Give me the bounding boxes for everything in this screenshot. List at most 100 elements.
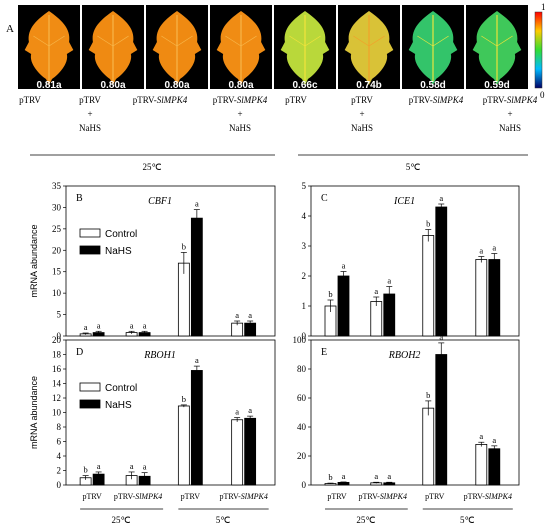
panel-a-letter: A [6, 23, 14, 35]
treatment-name: pTRV [79, 95, 101, 105]
leaf-vein [161, 35, 178, 47]
treatment-plus: + [237, 109, 242, 119]
significance-letter: a [195, 199, 199, 209]
y-tick-label: 5 [302, 181, 307, 191]
legend-swatch-nahs [79, 245, 101, 255]
significance-letter: b [328, 289, 332, 299]
leaf-vein [496, 35, 513, 47]
significance-letter: a [492, 435, 496, 445]
bar-control [177, 405, 190, 486]
bar-nahs [435, 206, 448, 337]
leaf-vein [304, 35, 321, 47]
bar-nahs [488, 259, 501, 337]
treatment-nahs: NaHS [351, 123, 373, 133]
legend-swatch-nahs [79, 399, 101, 409]
leaf-vein [481, 35, 498, 47]
x-category-label: pTRV [327, 492, 347, 501]
x-category-label: pTRV-SlMPK4 [359, 492, 407, 501]
significance-letter: a [130, 320, 134, 330]
temp-label: 5℃ [460, 515, 475, 525]
leaf-image-8: 0.59d [466, 5, 528, 91]
temp-label: 25℃ [112, 515, 131, 525]
leaf-image-3: 0.80a [146, 5, 208, 91]
treatment-name: pTRV-SlMPK4 [483, 95, 538, 105]
significance-letter: a [374, 286, 378, 296]
y-tick-label: 60 [297, 393, 307, 403]
leaf-vein [289, 35, 306, 47]
leaf-vein [176, 35, 193, 47]
panel-letter: B [76, 193, 83, 204]
bar-control [422, 235, 435, 337]
leaf-value-label: 0.81a [36, 80, 61, 91]
bar-control [177, 262, 190, 337]
legend: Control NaHS [79, 228, 137, 257]
panel-letter: D [76, 347, 83, 358]
plot-frame [310, 185, 520, 337]
y-tick-label: 40 [297, 422, 307, 432]
y-tick-label: 2 [302, 271, 307, 281]
treatment-name: pTRV-SlMPK4 [409, 95, 464, 105]
y-tick-label: 20 [297, 451, 307, 461]
significance-letter: a [387, 276, 391, 286]
y-tick-label: 0 [57, 480, 62, 490]
leaf-vein [417, 35, 434, 47]
bar-control [475, 259, 488, 337]
bar-control [422, 407, 435, 486]
legend-label-control: Control [105, 229, 137, 240]
gene-title: RBOH2 [388, 350, 421, 361]
leaf-vein [432, 35, 449, 47]
y-tick-label: 4 [57, 451, 62, 461]
significance-letter: a [195, 355, 199, 365]
treatment-label-6: pTRV + NaHS [351, 95, 373, 133]
bar-nahs [435, 354, 448, 486]
leaf-image-4: 0.80a [210, 5, 272, 91]
treatment-label-7: pTRV-SlMPK4 [409, 95, 464, 105]
leaf-value-label: 0.74b [356, 80, 382, 91]
leaf-vein [225, 35, 242, 47]
panel-a-leaf-images: A 0.81a 0.80a 0.80a 0.80a 0.66c 0.74b 0.58d 0.5… [6, 2, 546, 172]
significance-letter: a [387, 471, 391, 481]
leaf-vein [48, 35, 65, 47]
treatment-label-8: pTRV-SlMPK4 + NaHS [483, 95, 538, 133]
y-tick-label: 6 [57, 437, 62, 447]
significance-letter: a [235, 310, 239, 320]
treatment-label-2: pTRV + NaHS [79, 95, 101, 133]
treatment-label-4: pTRV-SlMPK4 + NaHS [213, 95, 268, 133]
treatment-nahs: NaHS [499, 123, 521, 133]
leaf-image-1: 0.81a [18, 5, 80, 91]
treatment-nahs: NaHS [79, 123, 101, 133]
x-category-label: pTRV-SlMPK4 [464, 492, 512, 501]
significance-letter: a [248, 310, 252, 320]
treatment-plus: + [359, 109, 364, 119]
plot-frame [310, 339, 520, 486]
leaf-image-5: 0.66c [274, 5, 336, 91]
y-tick-label: 18 [52, 350, 62, 360]
y-tick-label: 25 [52, 224, 62, 234]
significance-letter: b [426, 390, 430, 400]
bar-control [475, 443, 488, 486]
y-tick-label: 14 [52, 379, 62, 389]
significance-letter: a [342, 261, 346, 271]
treatment-label-1: pTRV [19, 95, 41, 105]
significance-letter: b [84, 465, 88, 475]
leaf-vein [368, 35, 385, 47]
significance-letter: a [479, 431, 483, 441]
y-tick-label: 20 [52, 245, 62, 255]
leaf-value-label: 0.80a [100, 80, 125, 91]
significance-letter: b [182, 241, 186, 251]
legend-label-control: Control [105, 383, 137, 394]
x-axis-labels-e: pTRV pTRV-SlMPK4 pTRV pTRV-SlMPK4 25℃ 5℃ [325, 492, 513, 525]
treatment-name: pTRV-SlMPK4 [213, 95, 268, 105]
leaf-image-7: 0.58d [402, 5, 464, 91]
temp-label-5: 5℃ [406, 162, 421, 172]
bar-nahs [488, 448, 501, 486]
significance-letter: a [248, 405, 252, 415]
y-tick-label: 3 [302, 241, 307, 251]
leaf-vein [353, 35, 370, 47]
significance-letter: a [97, 461, 101, 471]
leaf-value-label: 0.66c [292, 80, 317, 91]
bar-control [370, 301, 383, 337]
x-category-label: pTRV-SlMPK4 [219, 492, 267, 501]
